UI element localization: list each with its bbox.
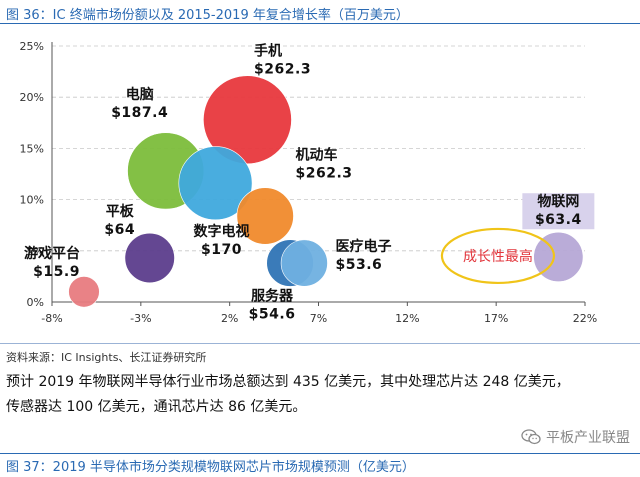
bubble-name-label: 游戏平台 [24,245,80,262]
bubble-value-label: $64 [104,222,135,238]
x-tick-label: -8% [41,312,62,325]
bubble-name-label: 数字电视 [193,223,249,240]
bubble-value-label: $15.9 [33,264,80,280]
footer-divider [0,453,640,454]
annotation-text: 成长性最高 [463,248,533,265]
y-tick-label: 0% [27,296,44,309]
source-note: 资料来源：IC Insights、长江证券研究所 [6,351,207,364]
bubble-name-label: 平板 [106,203,135,220]
bubble-机动车 [236,187,294,245]
watermark: 平板产业联盟 [521,427,630,447]
x-tick-labels: -8% -3% 2% 7% 12% 17% 22% [41,312,597,325]
body-line-1: 预计 2019 年物联网半导体行业市场总额达到 435 亿美元，其中处理芯片达 … [6,374,570,390]
bubble-name-label: 物联网 [537,193,579,210]
annotation-ring [440,227,556,285]
x-tick-label: 12% [395,312,419,325]
y-tick-label: 15% [20,142,44,155]
bubble-name-label: 手机 [254,43,282,60]
bubble-value-label: $262.3 [295,166,352,182]
bubble-name-label: 医疗电子 [335,238,391,255]
bubble-数字电视 [178,146,253,221]
bubble-value-label: $63.4 [535,212,582,228]
y-tick-label: 20% [20,91,44,104]
bubble-value-label: $187.4 [111,105,168,121]
figure-title: 图 36：IC 终端市场份额以及 2015-2019 年复合增长率（百万美元） [6,8,409,23]
bubble-游戏平台 [68,276,100,308]
body-line-2: 传感器达 100 亿美元，通讯芯片达 86 亿美元。 [6,399,307,415]
bubble-chart: 0% 5% 10% 15% 20% 25% -8% -3% 2% 7% 12% 17% 22% 游戏平… [20,40,598,325]
y-tick-label: 5% [27,245,44,258]
y-tick-labels: 0% 5% 10% 15% 20% 25% [20,40,44,309]
bubble-value-label: $53.6 [335,257,382,273]
bubble-value-label: $54.6 [249,306,296,322]
bubble-平板 [124,232,175,284]
bubble-value-label: $262.3 [254,62,311,78]
bubble-value-label: $170 [201,242,242,258]
bubble-name-label: 机动车 [295,147,337,164]
y-tick-label: 25% [20,40,44,53]
x-tick-label: 22% [573,312,597,325]
source-divider [0,343,640,344]
growth-annotation: 成长性最高 [440,227,556,285]
x-tick-label: -3% [130,312,151,325]
bubble-name-label: 服务器 [251,287,294,304]
y-tick-label: 10% [20,194,44,207]
body-paragraph: 预计 2019 年物联网半导体行业市场总额达到 435 亿美元，其中处理芯片达 … [6,370,631,420]
bubble-医疗电子 [280,239,328,287]
bubble-name-label: 电脑 [126,86,154,103]
x-tick-label: 17% [484,312,508,325]
bubble-手机 [203,75,292,165]
axes [51,42,586,306]
highlight-box [522,193,595,230]
x-tick-label: 7% [310,312,327,325]
wechat-icon [521,429,541,445]
title-divider [0,23,640,24]
bubble-labels: 游戏平台 $15.9 平板 $64 电脑 $187.4 数字电视 $170 手机 $262.3 机动… [24,43,595,322]
x-tick-label: 2% [221,312,238,325]
next-figure-title: 图 37：2019 半导体市场分类规模物联网芯片市场规模预测（亿美元） [6,460,415,475]
watermark-text: 平板产业联盟 [546,430,630,446]
